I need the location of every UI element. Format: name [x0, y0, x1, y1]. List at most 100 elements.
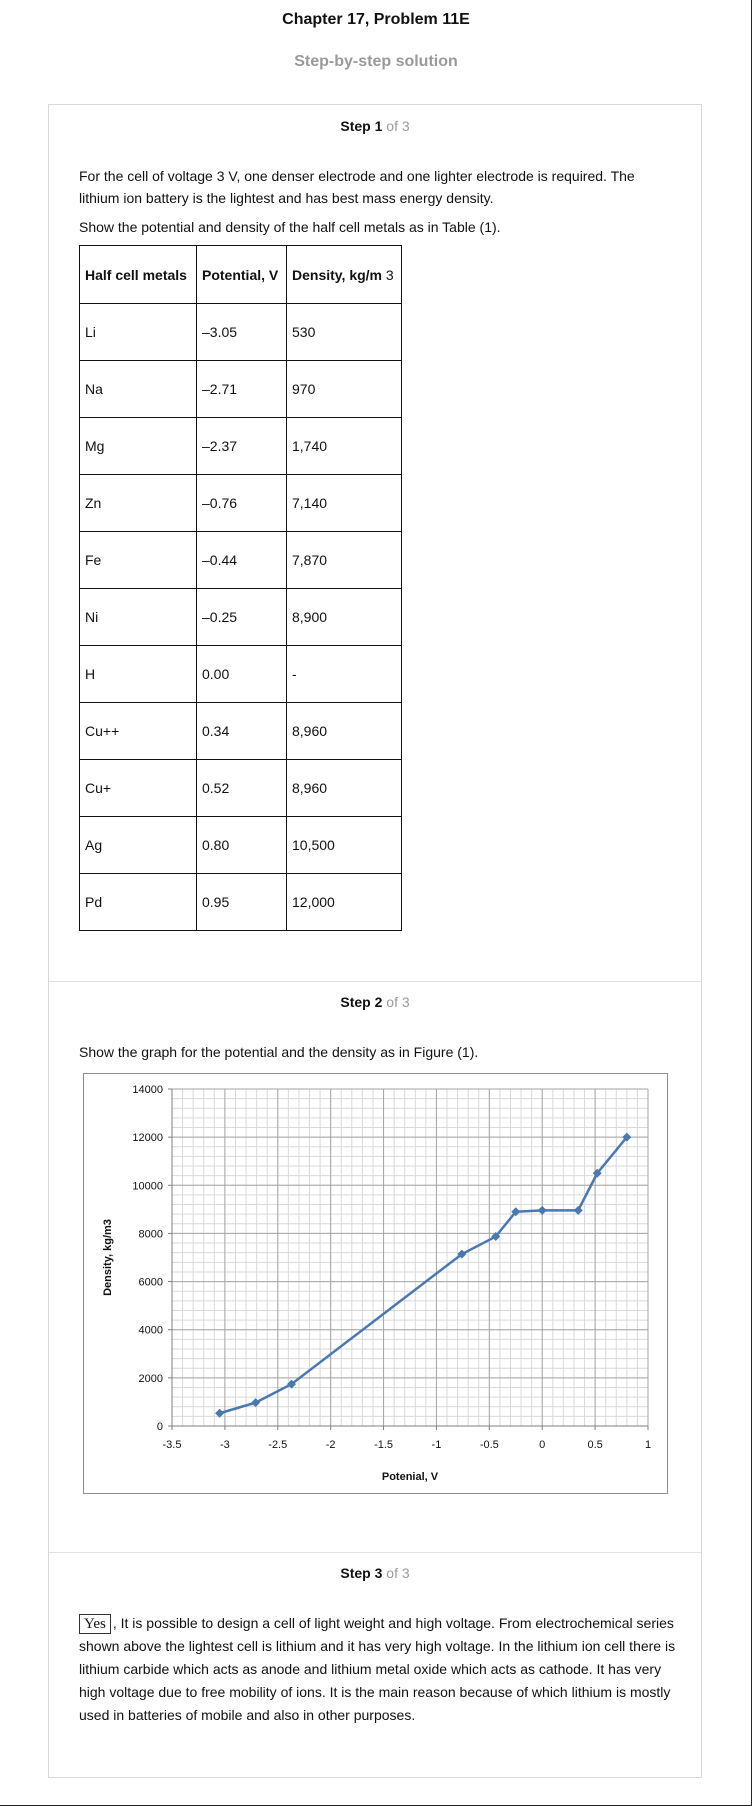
table-row: Fe –0.44 7,870: [79, 531, 402, 589]
x-tick-label: -2.5: [268, 1439, 287, 1451]
cell-density: 10,500: [286, 816, 402, 874]
x-tick-label: -1.5: [374, 1439, 393, 1451]
cell-density: 530: [286, 303, 402, 361]
cell-density: 1,740: [286, 417, 402, 475]
step-divider: [49, 981, 701, 982]
cell-density: 8,900: [286, 588, 402, 646]
cell-density: 12,000: [286, 873, 402, 931]
data-point-marker: [622, 1132, 632, 1142]
cell-density: 8,960: [286, 702, 402, 760]
y-tick-label: 6000: [139, 1277, 163, 1289]
cell-potential: 0.80: [196, 816, 287, 874]
density-unit-label: Density, kg/m: [292, 266, 382, 283]
step-total: of 3: [386, 994, 410, 1010]
step-number: 1: [374, 118, 383, 134]
data-point-marker: [287, 1379, 297, 1389]
table-row: Na –2.71 970: [79, 360, 402, 418]
cell-density: -: [286, 645, 402, 703]
table-row: Zn –0.76 7,140: [79, 474, 402, 532]
cell-metal: H: [79, 645, 197, 703]
cell-potential: –0.76: [196, 474, 287, 532]
x-tick-label: 1: [645, 1439, 651, 1451]
cell-metal: Na: [79, 360, 197, 418]
cell-metal: Ni: [79, 588, 197, 646]
x-tick-label: 0: [539, 1439, 545, 1451]
table-row: Cu++ 0.34 8,960: [79, 702, 402, 760]
step-word: Step: [340, 994, 371, 1010]
cell-potential: 0.95: [196, 873, 287, 931]
x-axis-title: Potenial, V: [382, 1471, 439, 1483]
cell-metal: Mg: [79, 417, 197, 475]
table-row: Ni –0.25 8,900: [79, 588, 402, 646]
table-row: H 0.00-: [79, 645, 402, 703]
cell-potential: –3.05: [196, 303, 287, 361]
column-header-density: Density, kg/m 3: [286, 245, 402, 304]
step-word: Step: [340, 118, 371, 134]
series-line: [219, 1136, 628, 1415]
page-title: Chapter 17, Problem 11E: [282, 11, 470, 28]
x-tick-label: -2: [326, 1439, 336, 1451]
column-header-metal: Half cell metals: [79, 245, 197, 304]
cell-metal: Cu+: [79, 759, 197, 817]
table-row: Mg –2.37 1,740: [79, 417, 402, 475]
step-total: of 3: [386, 1565, 410, 1581]
cell-density: 7,870: [286, 531, 402, 589]
cell-metal: Zn: [79, 474, 197, 532]
x-tick-label: -0.5: [480, 1439, 499, 1451]
x-tick-label: -3.5: [163, 1439, 182, 1451]
x-tick-label: -1: [432, 1439, 442, 1451]
data-point-marker: [215, 1408, 225, 1418]
table-body: Li –3.05 530 Na –2.71 970 Mg –2.37 1,740 Zn –0.76 7…: [79, 303, 402, 931]
data-point-marker: [491, 1232, 501, 1242]
x-tick-label: 0.5: [587, 1439, 602, 1451]
cell-metal: Fe: [79, 531, 197, 589]
cell-density: 970: [286, 360, 402, 418]
step-3-paragraph: Yes, It is possible to design a cell of …: [79, 1612, 685, 1727]
cell-metal: Ag: [79, 816, 197, 874]
density-unit-exponent: 3: [385, 266, 394, 283]
x-tick-label: -3: [220, 1439, 230, 1451]
cell-metal: Pd: [79, 873, 197, 931]
data-point-marker: [457, 1249, 467, 1259]
cell-potential: –2.37: [196, 417, 287, 475]
y-tick-label: 8000: [139, 1228, 163, 1240]
column-header-potential: Potential, V: [196, 245, 287, 304]
step-1-heading: Step 1 of 3: [49, 118, 701, 134]
cell-density: 8,960: [286, 759, 402, 817]
cell-metal: Li: [79, 303, 197, 361]
page-subtitle: Step-by-step solution: [294, 53, 458, 70]
solution-card: Step 1 of 3 For the cell of voltage 3 V,…: [48, 104, 702, 1778]
y-tick-label: 2000: [139, 1373, 163, 1385]
step-number: 3: [374, 1565, 383, 1581]
table-header-row: Half cell metals Potential, V Density, k…: [79, 245, 402, 304]
cell-potential: 0.34: [196, 702, 287, 760]
y-tick-label: 0: [157, 1421, 163, 1433]
step-number: 2: [374, 994, 383, 1010]
cell-metal: Cu++: [79, 702, 197, 760]
step-2-paragraph: Show the graph for the potential and the…: [79, 1044, 479, 1060]
cell-potential: –0.25: [196, 588, 287, 646]
y-tick-label: 10000: [132, 1180, 163, 1192]
step-2-heading: Step 2 of 3: [49, 994, 701, 1010]
cell-potential: 0.52: [196, 759, 287, 817]
density-potential-chart: -3.5 -3 -2.5 -2 -1.5 -1 -0.5 0 0.5 1 0 2000 4000 6000…: [83, 1073, 668, 1494]
step-total: of 3: [386, 118, 410, 134]
answer-box: Yes: [79, 1614, 111, 1634]
data-point-marker: [511, 1207, 521, 1217]
chart-svg: -3.5 -3 -2.5 -2 -1.5 -1 -0.5 0 0.5 1 0 2000 4000 6000…: [102, 1084, 651, 1483]
y-tick-label: 4000: [139, 1325, 163, 1337]
table-row: Li –3.05 530: [79, 303, 402, 361]
step-word: Step: [340, 1565, 371, 1581]
data-point-marker: [592, 1168, 602, 1178]
step-divider: [49, 1552, 701, 1553]
y-tick-label: 14000: [132, 1084, 163, 1096]
data-point-marker: [537, 1205, 547, 1215]
table-row: Pd 0.95 12,000: [79, 873, 402, 931]
half-cell-table: Half cell metals Potential, V Density, k…: [79, 245, 402, 931]
step-3-explanation: , It is possible to design a cell of lig…: [79, 1615, 676, 1723]
table-row: Cu+ 0.52 8,960: [79, 759, 402, 817]
data-point-marker: [573, 1205, 583, 1215]
cell-potential: 0.00: [196, 645, 287, 703]
step-1-paragraph-1: For the cell of voltage 3 V, one denser …: [79, 168, 635, 206]
cell-potential: –2.71: [196, 360, 287, 418]
